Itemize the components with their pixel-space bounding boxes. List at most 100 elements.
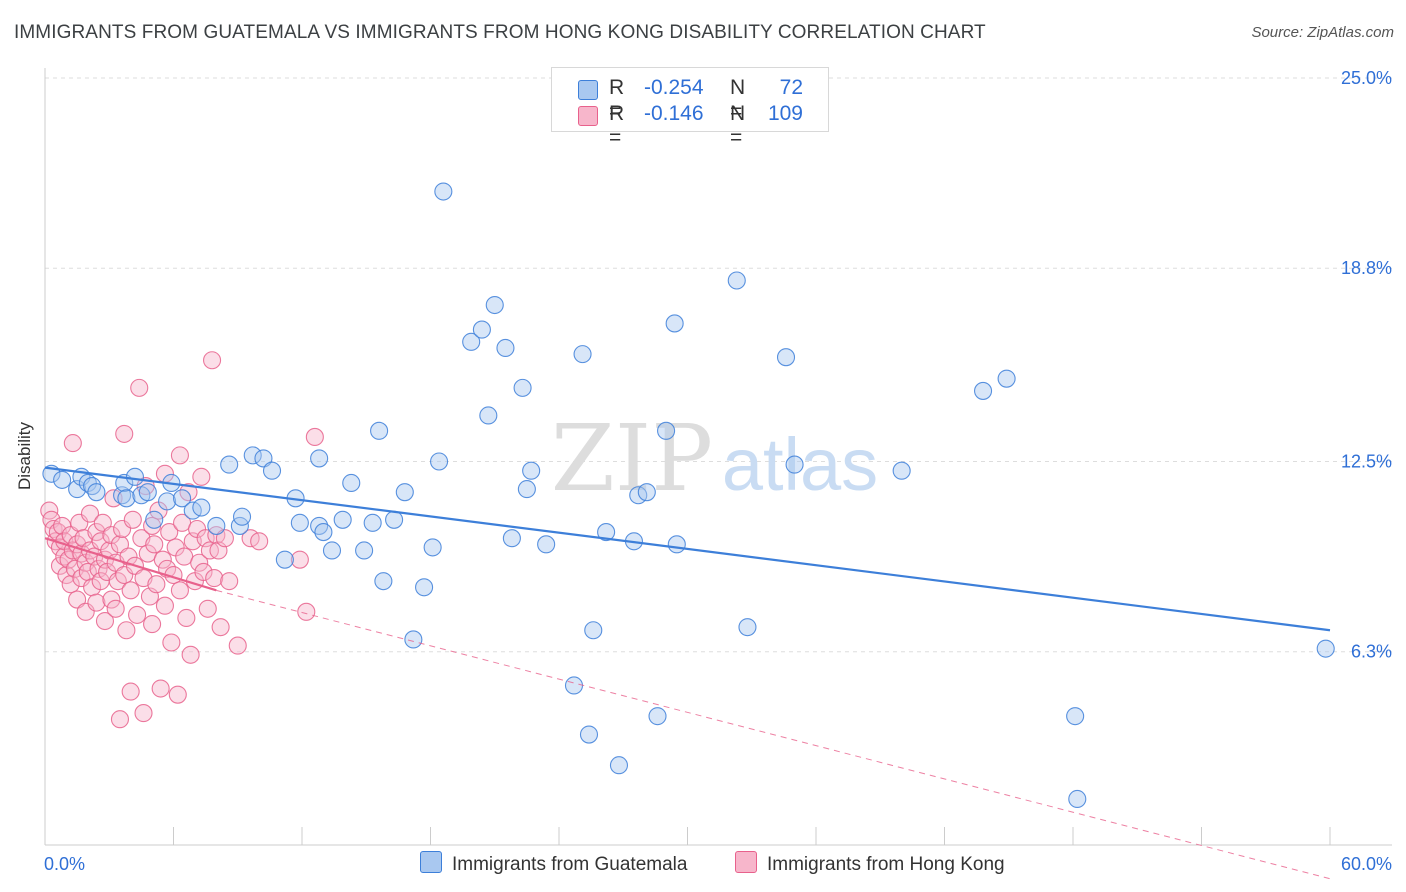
guatemala-point <box>727 271 746 290</box>
hongkong-point <box>119 547 138 566</box>
guatemala-point <box>310 449 329 468</box>
y-axis-label: Disability <box>15 421 34 490</box>
r-value-hongkong: -0.146 <box>644 102 704 125</box>
r-label: R = <box>609 102 625 149</box>
guatemala-point <box>342 473 361 493</box>
hongkong-point <box>130 378 149 397</box>
guatemala-point <box>648 707 667 726</box>
hongkong-point <box>153 550 172 569</box>
source-label: Source: ZipAtlas.com <box>1251 24 1394 41</box>
guatemala-point <box>220 455 239 474</box>
legend-label-hongkong: Immigrants from Hong Kong <box>767 854 1005 875</box>
guatemala-point <box>579 725 599 744</box>
hongkong-point <box>134 704 153 723</box>
hongkong-point <box>181 645 200 664</box>
guatemala-point <box>573 345 592 364</box>
guatemala-point <box>290 513 309 532</box>
hongkong-point <box>87 523 106 542</box>
n-value-hongkong: 109 <box>767 102 803 125</box>
guatemala-point <box>192 498 211 517</box>
guatemala-point <box>275 550 294 569</box>
guatemala-point <box>609 756 629 775</box>
hongkong-point <box>250 532 269 551</box>
legend-swatch-hongkong <box>735 851 757 873</box>
guatemala-point <box>584 621 603 640</box>
guatemala-point <box>564 676 584 695</box>
hongkong-point <box>220 572 239 591</box>
hongkong-point <box>121 682 140 701</box>
hongkong-point <box>192 467 211 486</box>
hongkong-point <box>110 535 130 554</box>
guatemala-point <box>892 461 911 480</box>
hongkong-point <box>128 605 147 624</box>
chart-title: IMMIGRANTS FROM GUATEMALA VS IMMIGRANTS … <box>14 22 986 43</box>
series-hongkong-points <box>40 351 324 729</box>
guatemala-point <box>322 541 342 560</box>
hongkong-point <box>203 351 222 370</box>
hongkong-point <box>297 602 316 621</box>
guatemala-point <box>254 449 273 468</box>
guatemala-point <box>395 483 414 502</box>
watermark-atlas: atlas <box>722 423 878 506</box>
x-tick-label: 60.0% <box>1341 854 1392 874</box>
hongkong-point <box>190 553 209 572</box>
hongkong-point <box>305 427 324 447</box>
n-value-guatemala: 72 <box>779 76 803 99</box>
hongkong-point <box>160 523 179 542</box>
guatemala-point <box>125 467 144 486</box>
guatemala-swatch <box>578 80 598 100</box>
guatemala-point <box>117 489 136 508</box>
guatemala-point <box>776 348 796 367</box>
guatemala-point <box>430 452 449 471</box>
hongkong-point <box>215 529 234 548</box>
n-label: N = <box>730 102 746 149</box>
guatemala-point <box>415 578 434 597</box>
guatemala-point <box>1066 707 1085 726</box>
tick-labels: 6.3% 12.5% 18.8% 25.0% 0.0% 60.0% <box>44 68 1392 874</box>
stats-legend-box: R = -0.254 N = 72 R = -0.146 N = 109 <box>551 67 829 149</box>
grid <box>45 77 1392 653</box>
axes <box>44 68 1392 846</box>
guatemala-point <box>496 338 515 358</box>
guatemala-point <box>145 510 164 529</box>
guatemala-point <box>370 421 389 440</box>
legend-item-guatemala: Immigrants from Guatemala <box>420 851 687 876</box>
hongkong-point <box>93 513 112 532</box>
guatemala-point <box>1068 789 1087 809</box>
hongkong-point <box>123 510 142 529</box>
guatemala-point <box>462 332 481 351</box>
hongkong-point <box>151 679 170 698</box>
guatemala-point <box>262 461 282 480</box>
y-tick-label: 6.3% <box>1351 642 1392 662</box>
guatemala-point <box>355 541 374 560</box>
guatemala-point <box>738 618 757 637</box>
guatemala-point <box>785 455 804 474</box>
guatemala-point <box>665 314 684 333</box>
hongkong-point <box>228 636 247 655</box>
hongkong-point <box>170 581 189 600</box>
y-tick-label: 25.0% <box>1341 68 1392 88</box>
guatemala-point <box>173 489 192 508</box>
guatemala-point <box>333 510 352 529</box>
hongkong-point <box>194 562 213 581</box>
guatemala-point <box>423 538 442 557</box>
guatemala-trend-line <box>44 466 1331 632</box>
watermark-zip: ZIP <box>551 405 713 512</box>
guatemala-point <box>517 480 536 499</box>
hongkong-trend-line <box>44 537 217 592</box>
guatemala-point <box>314 523 333 542</box>
legend-swatch-guatemala <box>420 851 442 873</box>
guatemala-point <box>997 369 1016 388</box>
trend-lines <box>44 466 1331 880</box>
guatemala-point <box>232 507 252 526</box>
guatemala-point <box>637 483 656 502</box>
hongkong-point <box>80 504 100 523</box>
guatemala-point <box>667 535 686 554</box>
guatemala-point <box>597 523 616 542</box>
x-tick-label: 0.0% <box>44 854 85 874</box>
hongkong-point <box>168 685 187 704</box>
guatemala-point <box>53 470 72 489</box>
guatemala-point <box>479 406 498 425</box>
guatemala-point <box>385 510 404 529</box>
